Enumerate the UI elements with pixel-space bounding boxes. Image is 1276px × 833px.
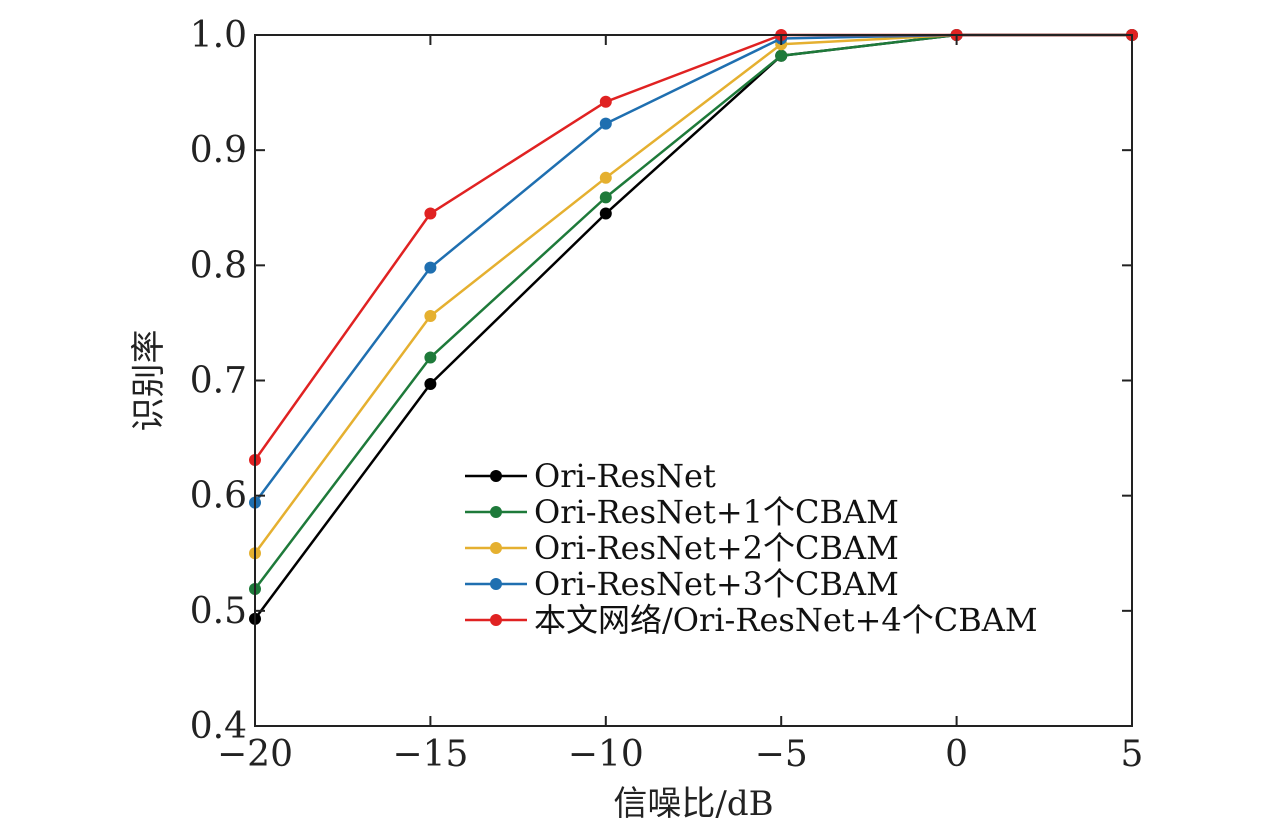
x-tick-label: 5	[1121, 734, 1144, 775]
x-tick-label: −5	[755, 734, 808, 775]
data-point	[775, 49, 788, 62]
y-tick-label: 0.4	[190, 706, 247, 747]
data-point	[599, 171, 612, 184]
series-4	[249, 29, 1138, 466]
y-tick-label: 1.0	[190, 15, 247, 56]
x-tick-label: −15	[392, 734, 468, 775]
series-3	[249, 29, 1138, 509]
y-tick-label: 0.7	[190, 361, 247, 402]
legend-entry: Ori-ResNet+3个CBAM	[465, 565, 899, 603]
legend-swatch-marker	[490, 614, 502, 626]
series-line	[253, 33, 1132, 461]
legend-entry: Ori-ResNet+2个CBAM	[465, 529, 899, 567]
data-point	[424, 310, 437, 323]
data-point	[599, 95, 612, 108]
data-point	[424, 207, 437, 220]
legend-swatch-marker	[490, 470, 502, 482]
y-tick-label: 0.6	[190, 476, 247, 517]
y-tick-label: 0.9	[190, 130, 247, 171]
x-axis-label: 信噪比/dB	[613, 784, 773, 824]
legend-label: Ori-ResNet+1个CBAM	[534, 493, 899, 531]
y-axis-label: 识别率	[129, 330, 169, 432]
legend-label: Ori-ResNet+3个CBAM	[534, 565, 899, 603]
legend-entry: 本文网络/Ori-ResNet+4个CBAM	[465, 601, 1038, 639]
legend-swatch-marker	[490, 578, 502, 590]
data-point	[424, 261, 437, 274]
ticks-layer: −20 −15 −10 −5 0 5 0.4 0.5 0.6 0.7 0.8 0.9 1.0	[190, 15, 1144, 775]
legend-label: 本文网络/Ori-ResNet+4个CBAM	[534, 601, 1038, 639]
data-point	[424, 351, 437, 364]
y-tick-label: 0.8	[190, 245, 247, 286]
data-point	[424, 377, 437, 390]
legend-swatch-marker	[490, 542, 502, 554]
legend-entry: Ori-ResNet+1个CBAM	[465, 493, 899, 531]
legend-label: Ori-ResNet	[534, 457, 716, 495]
series-line	[253, 33, 1132, 504]
x-tick-label: −10	[568, 734, 644, 775]
data-point	[599, 117, 612, 130]
data-point	[599, 191, 612, 204]
legend-entry: Ori-ResNet	[465, 457, 716, 495]
x-tick-label: 0	[945, 734, 968, 775]
y-tick-label: 0.5	[190, 591, 247, 632]
legend-label: Ori-ResNet+2个CBAM	[534, 529, 899, 567]
x-tick-label: −20	[217, 734, 293, 775]
data-point	[599, 207, 612, 220]
legend: Ori-ResNetOri-ResNet+1个CBAMOri-ResNet+2个…	[465, 457, 1038, 639]
legend-swatch-marker	[490, 506, 502, 518]
